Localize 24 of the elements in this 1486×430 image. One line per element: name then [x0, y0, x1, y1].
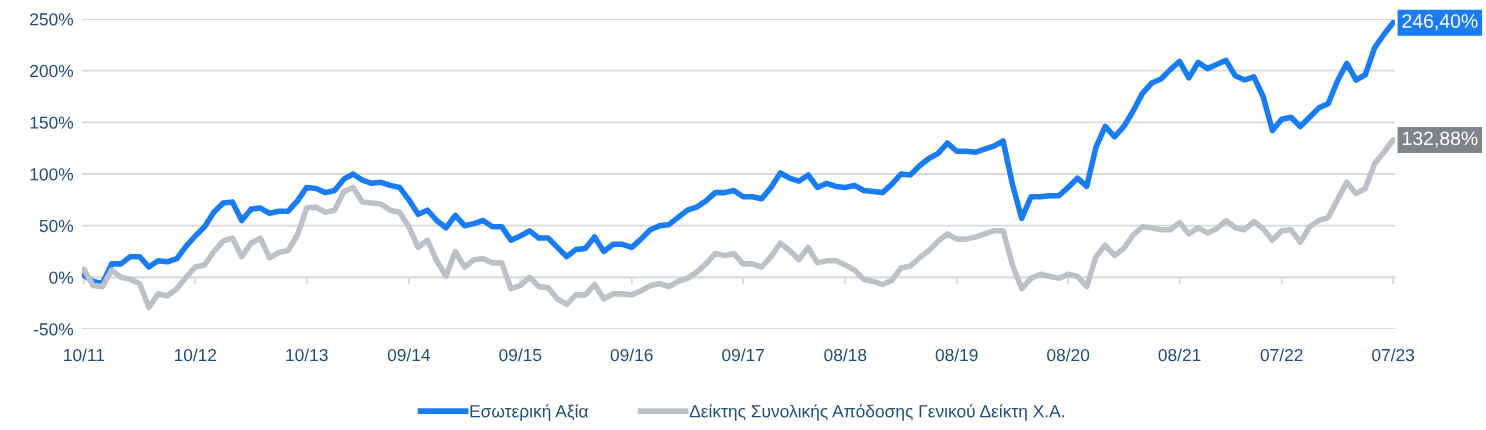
annotation: 246,40% — [1402, 14, 1478, 31]
y-tick-label: 150% — [30, 116, 74, 129]
y-tick-label: -50% — [33, 323, 74, 336]
x-tick-label: 08/19 — [935, 348, 978, 362]
x-tick-label: 09/15 — [499, 348, 542, 362]
legend-label: Εσωτερική Αξία — [470, 404, 588, 421]
x-tick-label: 09/14 — [387, 348, 431, 362]
y-tick-label: 200% — [30, 64, 74, 78]
x-tick-label: 08/21 — [1158, 348, 1201, 362]
y-tick-label: 0% — [49, 271, 74, 284]
x-tick-label: 09/16 — [610, 348, 653, 362]
x-tick-label: 10/11 — [64, 348, 105, 362]
y-tick-label: 250% — [30, 13, 74, 26]
legend-label: Δείκτης Συνολικής Απόδοσης Γενικού Δείκτη Χ.Α. — [689, 404, 1064, 421]
annotation: 132,88% — [1402, 131, 1478, 148]
y-tick-label: 100% — [30, 168, 74, 181]
x-tick-label: 10/12 — [174, 348, 217, 362]
x-tick-label: 07/22 — [1260, 348, 1303, 362]
x-tick-label: 07/23 — [1372, 348, 1415, 362]
x-tick-label: 08/18 — [824, 348, 867, 362]
x-tick-label: 10/13 — [286, 348, 328, 362]
x-tick-label: 08/20 — [1047, 348, 1090, 362]
x-tick-label: 09/17 — [722, 348, 764, 362]
y-tick-label: 50% — [39, 219, 74, 233]
